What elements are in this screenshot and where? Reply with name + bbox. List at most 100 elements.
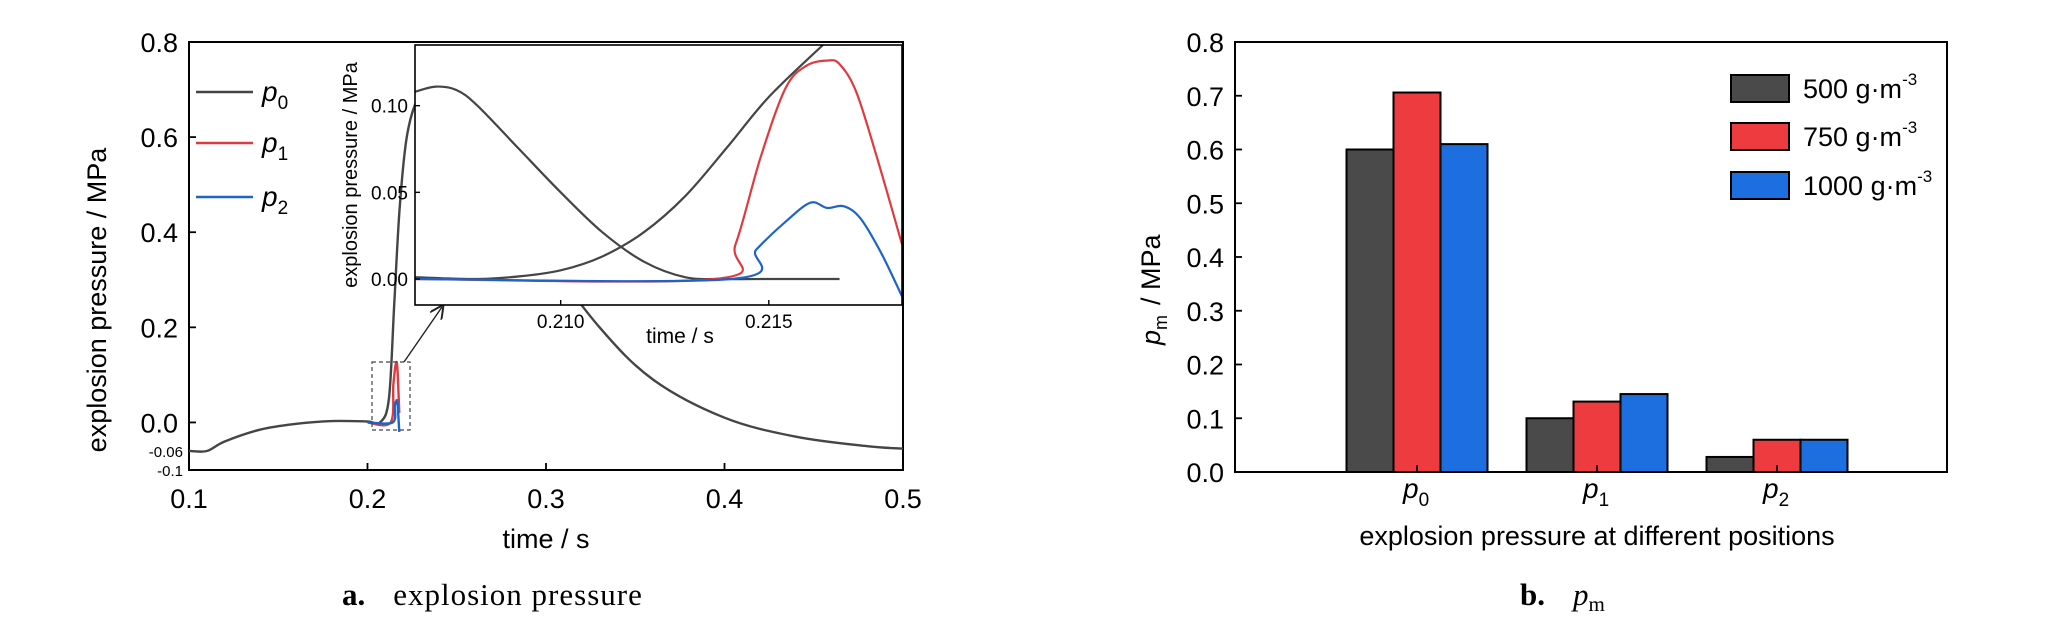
right-ticks-group: 0.00.10.20.30.40.50.60.70.8p0 p1 p2	[1186, 28, 1789, 511]
legend-item-p2: p2	[196, 181, 288, 219]
category-label-sub: 0	[1419, 490, 1430, 511]
x-tick-label: 0.3	[527, 484, 565, 514]
category-label: p2	[1762, 473, 1789, 511]
inset-chart: 0.210 0.215 0.00 0.05 0.10 time / s explosio…	[340, 44, 903, 348]
svg-text:p0: p0	[261, 76, 288, 114]
x-tick-label: 0.5	[884, 484, 922, 514]
right-ylabel: pm / MPa	[1136, 233, 1171, 346]
right-ylabel-unit: / MPa	[1136, 233, 1166, 305]
bar-y-tick-label: 0.8	[1186, 28, 1224, 58]
inset-xlabel: time / s	[646, 325, 714, 348]
y-extra-tick-label: -0.06	[149, 444, 183, 461]
category-label-sub: 2	[1779, 490, 1790, 511]
inset-series-group	[415, 45, 902, 297]
x-tick-label: 0.2	[349, 484, 387, 514]
inset-series-line-p0	[415, 85, 840, 281]
caption-b: b. pm	[1520, 577, 1605, 616]
legend-label-p0: p	[261, 76, 278, 107]
x-tick-label: 0.1	[170, 484, 208, 514]
right-ylabel-base: p	[1136, 330, 1166, 346]
right-ylabel-sub: m	[1151, 315, 1171, 330]
zoom-region-box	[371, 361, 411, 431]
right-bars-group	[1345, 91, 1849, 474]
bar-y-tick-label: 0.2	[1186, 351, 1224, 381]
legend-sub-p0: 0	[278, 93, 289, 114]
inset-series-line-p0	[415, 45, 824, 281]
legend-swatch-1000	[1730, 171, 1790, 200]
bar-y-tick-label: 0.5	[1186, 189, 1224, 219]
svg-text:500 g·m-3: 500 g·m-3	[1803, 70, 1917, 104]
bar-1000gm-0	[1439, 143, 1489, 473]
bar-750gm-1	[1572, 400, 1622, 473]
legend-item-p0: p0	[196, 76, 288, 114]
bar-y-tick-label: 0.7	[1186, 82, 1224, 112]
legend-sup-1000: -3	[1917, 167, 1932, 186]
bar-1000gm-2	[1799, 438, 1849, 473]
y-tick-label: 0.2	[140, 313, 178, 343]
category-label-base: p	[1762, 473, 1779, 504]
legend-item-p1: p1	[196, 127, 288, 165]
legend-swatch-500	[1730, 74, 1790, 103]
legend-swatch-750	[1730, 122, 1790, 151]
bar-chart: 0.00.10.20.30.40.50.60.70.8p0 p1 p2 explos…	[1136, 28, 1948, 616]
caption-b-sub: m	[1589, 592, 1605, 616]
legend-sup-500: -3	[1902, 70, 1917, 89]
caption-a-letter: a.	[342, 577, 365, 612]
category-label: p0	[1402, 473, 1429, 511]
inset-x-tick-label: 0.210	[537, 312, 585, 333]
left-ylabel: explosion pressure / MPa	[82, 147, 112, 453]
caption-b-base: p	[1571, 577, 1589, 612]
inset-frame	[414, 44, 903, 306]
legend-label-p1: p	[261, 127, 278, 158]
x-tick-label: 0.4	[706, 484, 744, 514]
inset-y-tick-label: 0.10	[371, 97, 408, 118]
left-xlabel: time / s	[502, 524, 589, 554]
inset-ylabel: explosion pressure / MPa	[340, 61, 362, 288]
bar-y-tick-label: 0.4	[1186, 243, 1224, 273]
bar-500gm-0	[1345, 148, 1395, 473]
legend-sup-750: -3	[1902, 118, 1917, 137]
inset-x-tick-label: 0.215	[745, 312, 793, 333]
category-label-base: p	[1402, 473, 1419, 504]
svg-text:1000 g·m-3: 1000 g·m-3	[1803, 167, 1932, 201]
inset-series-line-p2	[415, 201, 902, 297]
bar-500gm-1	[1525, 417, 1575, 473]
right-legend: 500 g·m-3 750 g·m-3 1000 g·m-3	[1730, 70, 1932, 201]
legend-label-1000: 1000 g·m	[1803, 171, 1917, 201]
legend-item-500: 500 g·m-3	[1730, 70, 1917, 104]
inset-y-tick-label: 0.05	[371, 183, 408, 204]
bar-y-tick-label: 0.3	[1186, 297, 1224, 327]
y-tick-label: 0.8	[140, 28, 178, 58]
legend-label-750: 750 g·m	[1803, 122, 1902, 152]
y-tick-label: 0.6	[140, 123, 178, 153]
category-label-base: p	[1582, 473, 1599, 504]
svg-text:p2: p2	[261, 181, 288, 219]
svg-text:p1: p1	[261, 127, 288, 165]
svg-text:750 g·m-3: 750 g·m-3	[1803, 118, 1917, 152]
bar-750gm-0	[1392, 91, 1442, 474]
legend-item-1000: 1000 g·m-3	[1730, 167, 1932, 201]
legend-sub-p1: 1	[278, 144, 289, 165]
left-legend: p0 p1 p2	[196, 76, 288, 219]
legend-item-750: 750 g·m-3	[1730, 118, 1917, 152]
series-line-p2	[367, 398, 401, 433]
inset-y-tick-label: 0.00	[371, 270, 408, 291]
zoom-arrow	[403, 307, 442, 363]
right-xlabel: explosion pressure at different position…	[1359, 521, 1834, 551]
line-chart: 0.1 0.2 0.3 0.4 0.50.00.20.40.60.8-0.06-0.1 …	[82, 28, 922, 612]
y-extra-tick-label: -0.1	[157, 463, 183, 480]
bar-y-tick-label: 0.6	[1186, 136, 1224, 166]
legend-sub-p2: 2	[278, 198, 289, 219]
legend-label-500: 500 g·m	[1803, 74, 1902, 104]
y-tick-label: 0.0	[140, 408, 178, 438]
legend-label-p2: p	[261, 181, 278, 212]
inset-ticks-group: 0.210 0.215 0.00 0.05 0.10	[371, 97, 793, 333]
y-tick-label: 0.4	[140, 218, 178, 248]
category-label: p1	[1582, 473, 1609, 511]
category-label-sub: 1	[1599, 490, 1610, 511]
caption-b-letter: b.	[1520, 577, 1545, 612]
caption-a: a. explosion pressure	[342, 577, 643, 612]
left-ticks-group: 0.1 0.2 0.3 0.4 0.5 0.0 0.2 0.4 0.6 0.8 -0.06 -0.1	[140, 28, 921, 514]
bar-1000gm-1	[1619, 393, 1669, 473]
